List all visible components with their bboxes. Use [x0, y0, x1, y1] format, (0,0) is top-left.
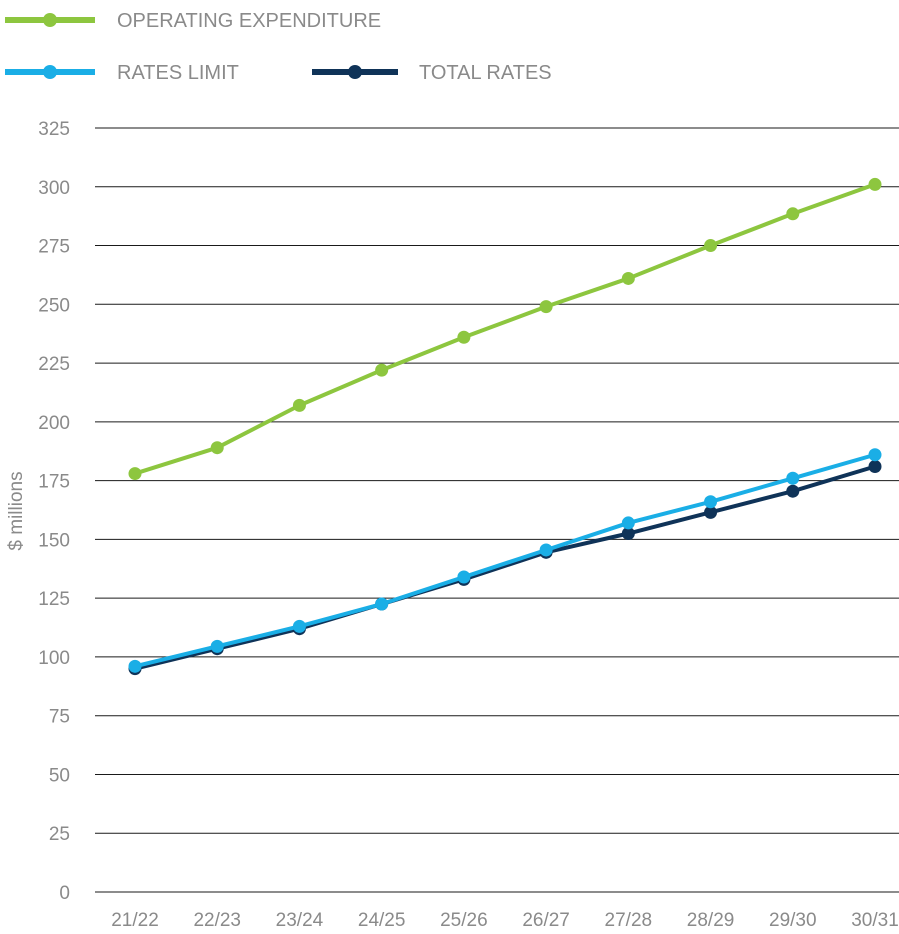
data-point	[210, 441, 224, 455]
y-axis: 0 25 50 75 100 125 150 175 200 225 250 275 300 325	[38, 119, 70, 904]
y-tick-label: 300	[38, 178, 70, 199]
data-point	[128, 467, 142, 481]
x-tick-label: 23/24	[276, 910, 324, 931]
y-tick-label: 125	[38, 589, 70, 610]
y-tick-label: 250	[38, 295, 70, 316]
data-point	[621, 271, 635, 285]
series-line	[134, 182, 876, 476]
x-axis: 21/22 22/23 23/24 24/25 25/26 26/27 27/28 28/29…	[111, 910, 899, 931]
legend-item-rates-limit: RATES LIMIT	[5, 62, 239, 84]
data-point	[786, 207, 800, 221]
y-tick-label: 200	[38, 413, 70, 434]
x-tick-label: 29/30	[769, 910, 817, 931]
y-tick-label: 50	[49, 765, 70, 786]
data-point	[704, 505, 718, 519]
data-point	[868, 448, 882, 462]
y-tick-label: 0	[59, 883, 70, 904]
y-tick-label: 100	[38, 648, 70, 669]
data-point	[621, 527, 635, 541]
x-tick-label: 27/28	[605, 910, 653, 931]
legend-marker	[43, 13, 57, 27]
legend-item-operating-expenditure: OPERATING EXPENDITURE	[5, 10, 381, 32]
data-point	[128, 659, 142, 673]
data-point	[375, 363, 389, 377]
legend-item-total-rates: TOTAL RATES	[312, 62, 552, 84]
legend-label: OPERATING EXPENDITURE	[117, 10, 381, 32]
data-point	[786, 471, 800, 485]
x-tick-label: 28/29	[687, 910, 735, 931]
y-tick-label: 75	[49, 707, 70, 728]
x-tick-label: 25/26	[440, 910, 488, 931]
x-tick-label: 22/23	[193, 910, 241, 931]
data-point	[292, 619, 306, 633]
data-point	[539, 543, 553, 557]
x-tick-label: 21/22	[111, 910, 159, 931]
data-point	[210, 639, 224, 653]
series-rates-limit	[128, 448, 882, 673]
data-point	[868, 177, 882, 191]
data-point	[786, 484, 800, 498]
series-total-rates	[128, 460, 882, 676]
legend-marker	[43, 65, 57, 79]
y-tick-label: 175	[38, 472, 70, 493]
x-tick-label: 26/27	[522, 910, 570, 931]
x-tick-label: 30/31	[851, 910, 899, 931]
series-lines	[128, 177, 882, 676]
data-point	[621, 516, 635, 530]
legend: OPERATING EXPENDITURE RATES LIMIT TOTAL …	[5, 10, 552, 84]
data-point	[704, 239, 718, 253]
data-point	[868, 460, 882, 474]
y-tick-label: 25	[49, 824, 70, 845]
legend-label: RATES LIMIT	[117, 62, 239, 84]
data-point	[375, 597, 389, 611]
legend-label: TOTAL RATES	[419, 62, 552, 84]
y-axis-label: $ millions	[6, 471, 27, 550]
y-tick-label: 325	[38, 119, 70, 140]
x-tick-label: 24/25	[358, 910, 406, 931]
data-point	[704, 495, 718, 509]
y-tick-label: 275	[38, 237, 70, 258]
gridlines	[95, 127, 899, 893]
series-line	[134, 464, 876, 671]
data-point	[539, 300, 553, 314]
data-point	[457, 570, 471, 584]
data-point	[292, 398, 306, 412]
legend-marker	[348, 65, 362, 79]
y-tick-label: 150	[38, 530, 70, 551]
series-operating-expenditure	[128, 177, 882, 481]
data-point	[457, 330, 471, 344]
series-line	[134, 452, 876, 669]
y-tick-label: 225	[38, 354, 70, 375]
